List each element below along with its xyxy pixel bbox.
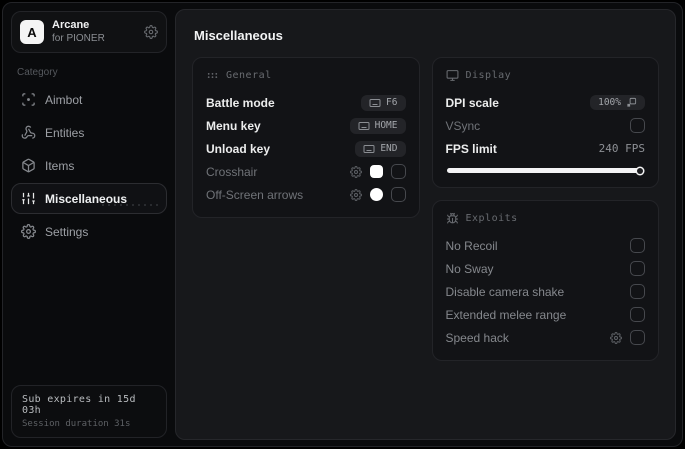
bug-icon: [446, 212, 459, 225]
setting-label: Unload key: [206, 141, 271, 156]
subscription-info-card: Sub expires in 15d 03h Session duration …: [11, 385, 167, 438]
brand-title: Arcane: [52, 19, 90, 31]
setting-label: Off-Screen arrows: [206, 187, 304, 202]
keyboard-icon: [363, 143, 375, 155]
setting-row-vsync: VSync: [445, 114, 645, 137]
sub-expiry-text: Sub expires in 15d 03h: [22, 394, 136, 416]
section-title-general: General: [226, 70, 272, 81]
setting-row-battle-mode: Battle mode F6: [206, 91, 406, 114]
brand-subtitle: for PIONER: [52, 32, 105, 44]
gear-icon[interactable]: [144, 25, 158, 40]
sidebar-item-miscellaneous[interactable]: Miscellaneous: [11, 183, 167, 215]
no-sway-checkbox[interactable]: [630, 261, 645, 276]
sidebar-item-settings[interactable]: Settings: [11, 216, 167, 247]
section-title-display: Display: [465, 70, 512, 81]
sidebar-item-label: Settings: [45, 224, 89, 239]
vsync-checkbox[interactable]: [630, 118, 645, 133]
offscreen-arrows-checkbox[interactable]: [390, 187, 406, 202]
setting-label: Battle mode: [206, 95, 275, 110]
grid-dots-icon: [206, 69, 219, 82]
sidebar: A Arcane for PIONER Category Aimbot: [3, 3, 175, 446]
general-card: General Battle mode F6 Menu key: [192, 57, 420, 218]
extended-melee-range-checkbox[interactable]: [630, 307, 645, 322]
category-label: Category: [17, 67, 58, 79]
setting-row-disable-camera-shake: Disable camera shake: [445, 280, 645, 303]
entities-icon: [21, 125, 36, 140]
keybind-chip[interactable]: END: [355, 140, 406, 157]
color-swatch[interactable]: [369, 165, 383, 178]
setting-label: FPS limit: [445, 141, 497, 156]
package-icon: [21, 158, 36, 173]
dpi-scale-value: 100%: [598, 97, 621, 108]
gear-icon: [21, 224, 36, 240]
setting-row-dpi-scale: DPI scale 100%: [445, 91, 645, 114]
setting-label: Extended melee range: [445, 307, 567, 322]
monitor-icon: [446, 69, 459, 82]
setting-label: No Recoil: [445, 238, 498, 253]
setting-row-speed-hack: Speed hack: [445, 326, 645, 349]
keybind-value: HOME: [374, 120, 398, 131]
crosshair-scan-icon: [21, 92, 36, 107]
setting-row-menu-key: Menu key HOME: [206, 114, 406, 137]
sidebar-item-entities[interactable]: Entities: [11, 117, 167, 148]
section-title-exploits: Exploits: [465, 213, 518, 224]
color-swatch[interactable]: [369, 188, 383, 201]
scaling-icon: [626, 97, 637, 108]
slider-thumb[interactable]: [637, 167, 643, 174]
exploits-card: Exploits No Recoil No Sway Disable camer…: [431, 200, 659, 361]
keybind-value: F6: [386, 97, 398, 108]
no-recoil-checkbox[interactable]: [630, 238, 645, 253]
setting-label: DPI scale: [445, 95, 499, 110]
gear-icon[interactable]: [610, 331, 622, 344]
gear-icon[interactable]: [349, 188, 362, 201]
sidebar-item-label: Aimbot: [45, 92, 83, 107]
sidebar-item-label: Entities: [45, 125, 85, 140]
sidebar-item-aimbot[interactable]: Aimbot: [11, 84, 167, 115]
dpi-scale-select[interactable]: 100%: [590, 95, 645, 110]
setting-label: VSync: [445, 118, 481, 133]
speed-hack-checkbox[interactable]: [630, 330, 645, 345]
page-title: Miscellaneous: [194, 28, 283, 43]
setting-label: Speed hack: [445, 330, 509, 345]
category-nav: Aimbot Entities Items Miscellaneous: [11, 84, 167, 247]
setting-label: Crosshair: [206, 164, 258, 179]
brand-logo: A: [20, 20, 44, 45]
fps-limit-slider[interactable]: [446, 167, 644, 174]
disable-camera-shake-checkbox[interactable]: [630, 284, 645, 299]
setting-row-offscreen-arrows: Off-Screen arrows: [206, 183, 406, 206]
sliders-icon: [21, 191, 36, 206]
setting-label: No Sway: [445, 261, 494, 276]
sidebar-item-label: Items: [45, 158, 75, 173]
setting-row-crosshair: Crosshair: [206, 160, 406, 183]
keybind-chip[interactable]: F6: [361, 94, 406, 111]
setting-row-unload-key: Unload key END: [206, 137, 406, 160]
crosshair-checkbox[interactable]: [390, 164, 406, 179]
sidebar-item-label: Miscellaneous: [45, 191, 128, 206]
setting-row-fps-limit: FPS limit 240 FPS: [446, 137, 646, 160]
setting-label: Menu key: [206, 118, 261, 133]
keybind-value: END: [380, 143, 398, 154]
main-panel: Miscellaneous General Battle mode: [175, 9, 676, 440]
sidebar-item-items[interactable]: Items: [11, 150, 167, 181]
keyboard-icon: [358, 120, 370, 132]
brand-card: A Arcane for PIONER: [11, 11, 167, 54]
setting-row-extended-melee-range: Extended melee range: [445, 303, 645, 326]
setting-label: Disable camera shake: [445, 284, 565, 299]
setting-row-no-recoil: No Recoil: [445, 234, 645, 257]
display-card: Display DPI scale 100% VSync: [431, 57, 659, 188]
keyboard-icon: [369, 97, 381, 109]
session-duration-text: Session duration 31s: [22, 419, 131, 429]
keybind-chip[interactable]: HOME: [349, 117, 406, 134]
fps-limit-value: 240 FPS: [598, 142, 645, 155]
gear-icon[interactable]: [349, 165, 362, 178]
setting-row-no-sway: No Sway: [445, 257, 645, 280]
